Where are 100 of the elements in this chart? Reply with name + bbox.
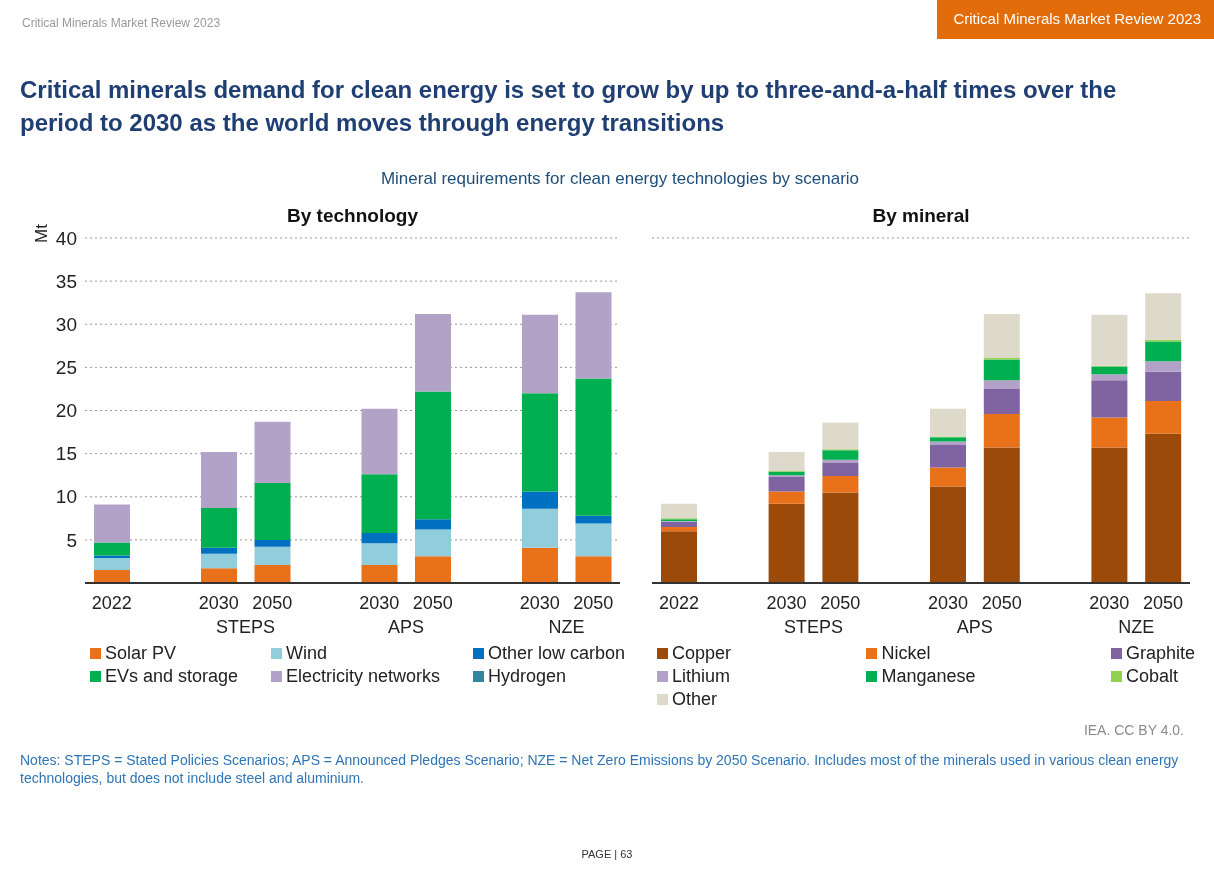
bar bbox=[822, 450, 859, 460]
text: Critical Minerals Market Review 2023 bbox=[937, 0, 1214, 39]
y-tick-label: 10 bbox=[55, 486, 77, 508]
text: PAGE | 63 bbox=[580, 848, 634, 860]
legend-label: Graphite bbox=[1124, 643, 1195, 664]
text: APS bbox=[387, 617, 425, 637]
bar bbox=[1091, 417, 1128, 448]
y-tick-label: 5 bbox=[66, 529, 77, 551]
bar bbox=[983, 413, 1020, 448]
y-tick-label: 20 bbox=[55, 400, 77, 422]
bar bbox=[768, 451, 805, 471]
bar bbox=[254, 421, 291, 483]
legend-label: Solar PV bbox=[104, 643, 178, 664]
bar bbox=[1091, 314, 1128, 366]
bar bbox=[768, 476, 805, 492]
x-tick-label: 2022 bbox=[91, 593, 132, 613]
bar bbox=[930, 467, 966, 487]
bar bbox=[94, 557, 130, 571]
y-tick-label: 25 bbox=[55, 357, 77, 379]
bar bbox=[930, 437, 966, 442]
bar bbox=[1145, 341, 1182, 362]
bar bbox=[822, 476, 859, 493]
text: Critical minerals demand for clean energy is set to grow by up to three-and-a-half times over the period to 2030 as the world moves through energy transitions bbox=[20, 75, 1118, 138]
bar bbox=[94, 542, 130, 556]
bar bbox=[1145, 361, 1182, 372]
legend-label: Lithium bbox=[671, 666, 732, 687]
bar bbox=[983, 388, 1020, 414]
bar bbox=[983, 313, 1020, 358]
bar bbox=[661, 526, 697, 532]
x-tick-label: 2050 bbox=[1143, 593, 1184, 613]
bar bbox=[415, 391, 451, 520]
bar bbox=[254, 564, 291, 583]
y-axis-title: Mt bbox=[32, 224, 52, 243]
y-tick-label: 35 bbox=[55, 270, 77, 292]
x-tick-label: 2030 bbox=[927, 593, 968, 613]
bar bbox=[522, 508, 558, 548]
x-tick-label: 2050 bbox=[820, 593, 861, 613]
y-tick-label: 15 bbox=[55, 443, 77, 465]
legend-label: Cobalt bbox=[1124, 666, 1179, 687]
bar bbox=[983, 447, 1020, 583]
bar bbox=[201, 451, 237, 508]
bar bbox=[661, 521, 697, 527]
legend-label: EVs and storage bbox=[104, 666, 239, 687]
bar bbox=[201, 507, 237, 548]
legend-label: Hydrogen bbox=[486, 666, 567, 687]
bar bbox=[361, 564, 398, 583]
bar bbox=[1145, 293, 1182, 340]
text: Mineral requirements for clean energy technologies by scenario bbox=[379, 169, 861, 189]
bar bbox=[1145, 433, 1182, 583]
legend-label: Copper bbox=[671, 643, 732, 664]
bar bbox=[983, 380, 1020, 389]
bar bbox=[983, 359, 1020, 381]
text: APS bbox=[956, 617, 993, 637]
bar bbox=[1091, 380, 1128, 418]
legend-label: Other bbox=[671, 689, 719, 710]
bar bbox=[522, 547, 558, 583]
bar bbox=[201, 568, 237, 583]
text: NZE bbox=[548, 617, 585, 637]
x-tick-label: 2050 bbox=[412, 593, 453, 613]
bar bbox=[361, 532, 398, 544]
bar bbox=[1145, 371, 1182, 402]
x-tick-label: 2030 bbox=[359, 593, 400, 613]
bar bbox=[94, 555, 130, 558]
bar bbox=[930, 486, 966, 583]
bar bbox=[522, 314, 558, 394]
bar bbox=[201, 547, 237, 554]
text: Notes: STEPS = Stated Policies Scenarios; APS = Announced Pledges Scenario; NZE = Net Zero Emissions by 2050 Scenario. Includes most of the minerals used in various clean energy technologies, but does not include steel and aluminium. bbox=[20, 751, 1180, 787]
bar bbox=[661, 503, 697, 519]
bar bbox=[415, 556, 451, 583]
bar bbox=[415, 313, 451, 392]
x-tick-label: 2030 bbox=[198, 593, 239, 613]
x-tick-label: 2030 bbox=[1089, 593, 1130, 613]
y-tick-label: 30 bbox=[55, 313, 77, 335]
bar bbox=[822, 422, 859, 450]
bar bbox=[94, 504, 130, 543]
bar bbox=[575, 515, 612, 524]
bar bbox=[930, 445, 966, 468]
text: STEPS bbox=[215, 617, 276, 637]
legend-label: Electricity networks bbox=[285, 666, 441, 687]
x-tick-label: 2050 bbox=[981, 593, 1022, 613]
bar bbox=[361, 474, 398, 533]
x-tick-label: 2030 bbox=[766, 593, 807, 613]
bar bbox=[575, 523, 612, 557]
text: NZE bbox=[1118, 617, 1155, 637]
bar bbox=[94, 570, 130, 583]
bar bbox=[1091, 366, 1128, 375]
bar bbox=[522, 491, 558, 509]
bar bbox=[254, 539, 291, 547]
chart-title: By mineral bbox=[871, 205, 971, 227]
x-tick-label: 2050 bbox=[573, 593, 614, 613]
bar bbox=[361, 543, 398, 565]
bar bbox=[522, 393, 558, 492]
legend-label: Wind bbox=[285, 643, 328, 664]
legend-label: Nickel bbox=[880, 643, 932, 664]
legend-label: Manganese bbox=[880, 666, 976, 687]
bar bbox=[361, 408, 398, 475]
text: STEPS bbox=[783, 617, 843, 637]
x-tick-label: 2050 bbox=[252, 593, 293, 613]
bar bbox=[201, 553, 237, 569]
bar bbox=[822, 463, 859, 477]
